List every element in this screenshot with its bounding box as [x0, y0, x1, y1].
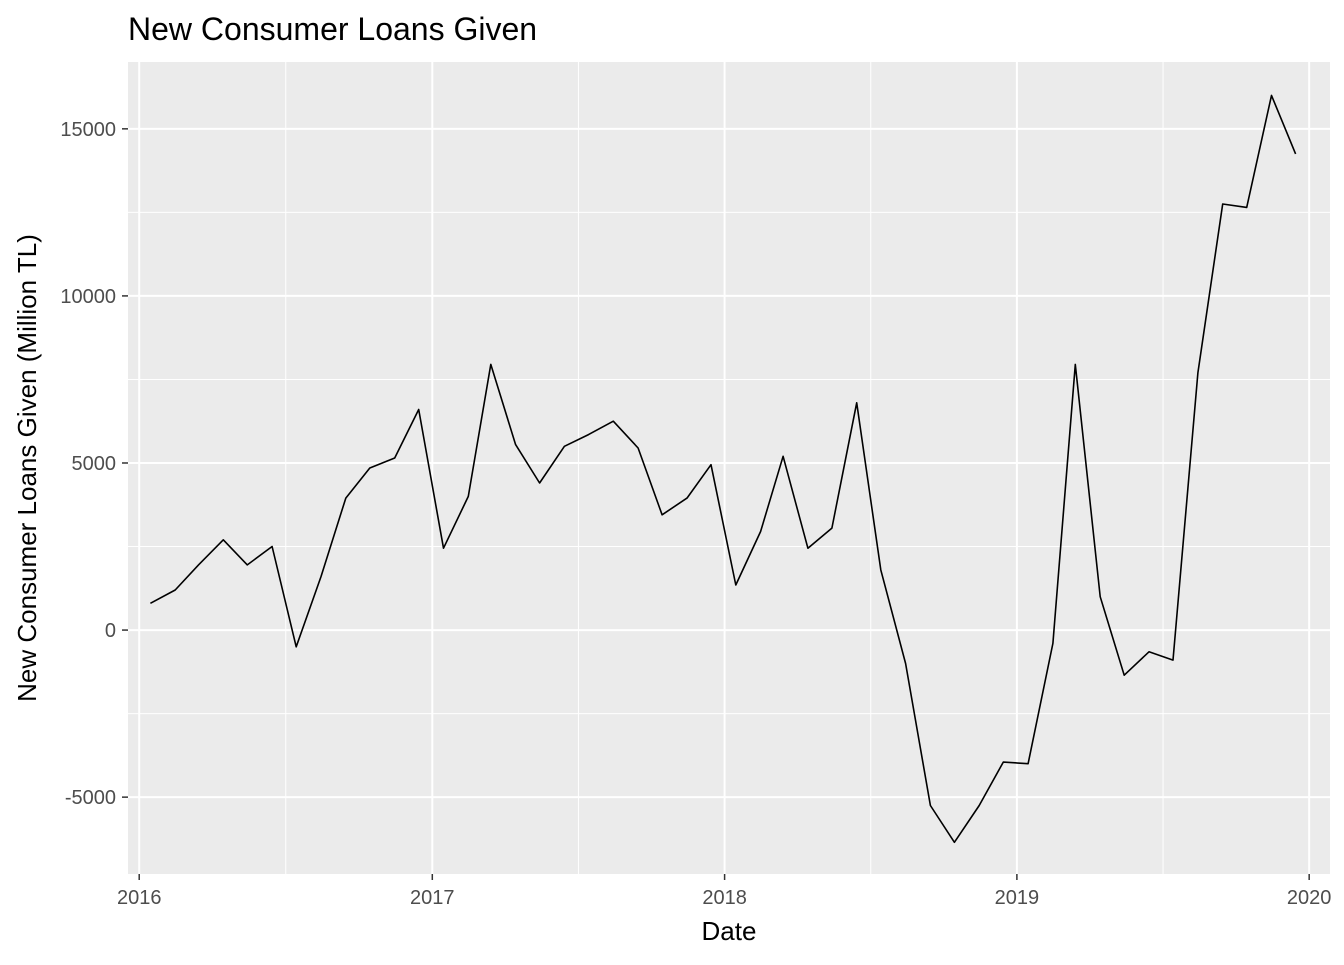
x-tick-label: 2017	[410, 887, 455, 909]
x-tick-label: 2018	[702, 887, 747, 909]
chart-title: New Consumer Loans Given	[128, 11, 537, 47]
x-axis-title: Date	[702, 916, 757, 946]
grid-lines	[128, 62, 1330, 874]
y-tick-label: 0	[105, 620, 116, 642]
series-line	[150, 94, 1297, 844]
y-axis-title: New Consumer Loans Given (Million TL)	[12, 234, 42, 702]
x-axis: 2016 2017 2018 2019 2020	[117, 874, 1331, 909]
y-tick-label: -5000	[65, 787, 116, 809]
x-tick-label: 2019	[995, 887, 1040, 909]
y-axis: -5000 0 5000 10000 15000	[60, 119, 128, 809]
data-series	[150, 94, 1297, 844]
y-tick-label: 10000	[60, 286, 116, 308]
y-tick-label: 15000	[60, 119, 116, 141]
y-tick-label: 5000	[72, 453, 117, 475]
x-tick-label: 2020	[1287, 887, 1332, 909]
x-tick-label: 2016	[117, 887, 162, 909]
plot-panel	[128, 62, 1330, 874]
